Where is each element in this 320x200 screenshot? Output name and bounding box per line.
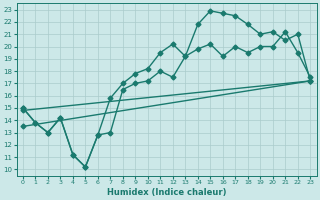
X-axis label: Humidex (Indice chaleur): Humidex (Indice chaleur)	[107, 188, 226, 197]
